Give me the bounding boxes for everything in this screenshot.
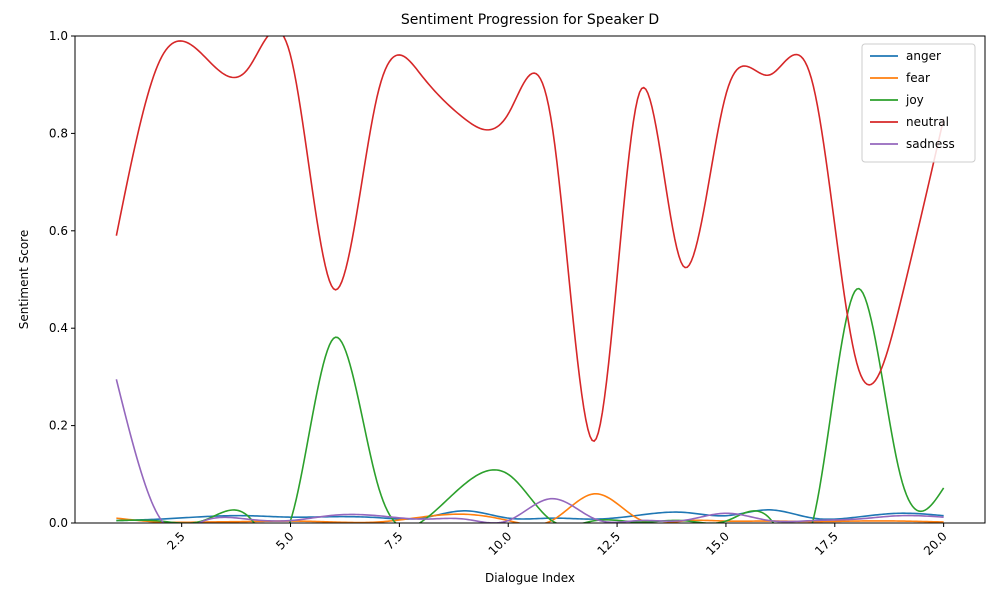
series-layer (115, 36, 945, 523)
series-line-joy (116, 287, 945, 523)
plot-frame (74, 35, 986, 524)
y-axis-label: Sentiment Score (17, 230, 31, 329)
legend-box (861, 43, 976, 163)
y-tick-label: 1.0 (49, 29, 68, 43)
legend: anger fear joy neutral sadness (861, 43, 976, 163)
y-tick-label: 0.4 (49, 321, 68, 335)
series-line-sadness (115, 379, 944, 523)
legend-label-fear: fear (906, 71, 930, 85)
y-tick-label: 0.6 (49, 224, 68, 238)
y-tick-label: 0.2 (49, 419, 68, 433)
legend-label-anger: anger (906, 49, 941, 63)
y-tick-label: 0.8 (49, 126, 68, 140)
series-line-neutral (115, 36, 945, 443)
legend-label-joy: joy (905, 93, 924, 107)
plot-area (74, 35, 986, 524)
x-axis-label: Dialogue Index (485, 571, 575, 585)
y-axis: 0.0 0.2 0.4 0.6 0.8 1.0 (49, 29, 75, 530)
series-line-anger (116, 509, 944, 522)
y-tick-label: 0.0 (49, 516, 68, 530)
chart-title: Sentiment Progression for Speaker D (401, 12, 659, 28)
legend-label-sadness: sadness (906, 137, 955, 151)
legend-label-neutral: neutral (906, 115, 949, 129)
